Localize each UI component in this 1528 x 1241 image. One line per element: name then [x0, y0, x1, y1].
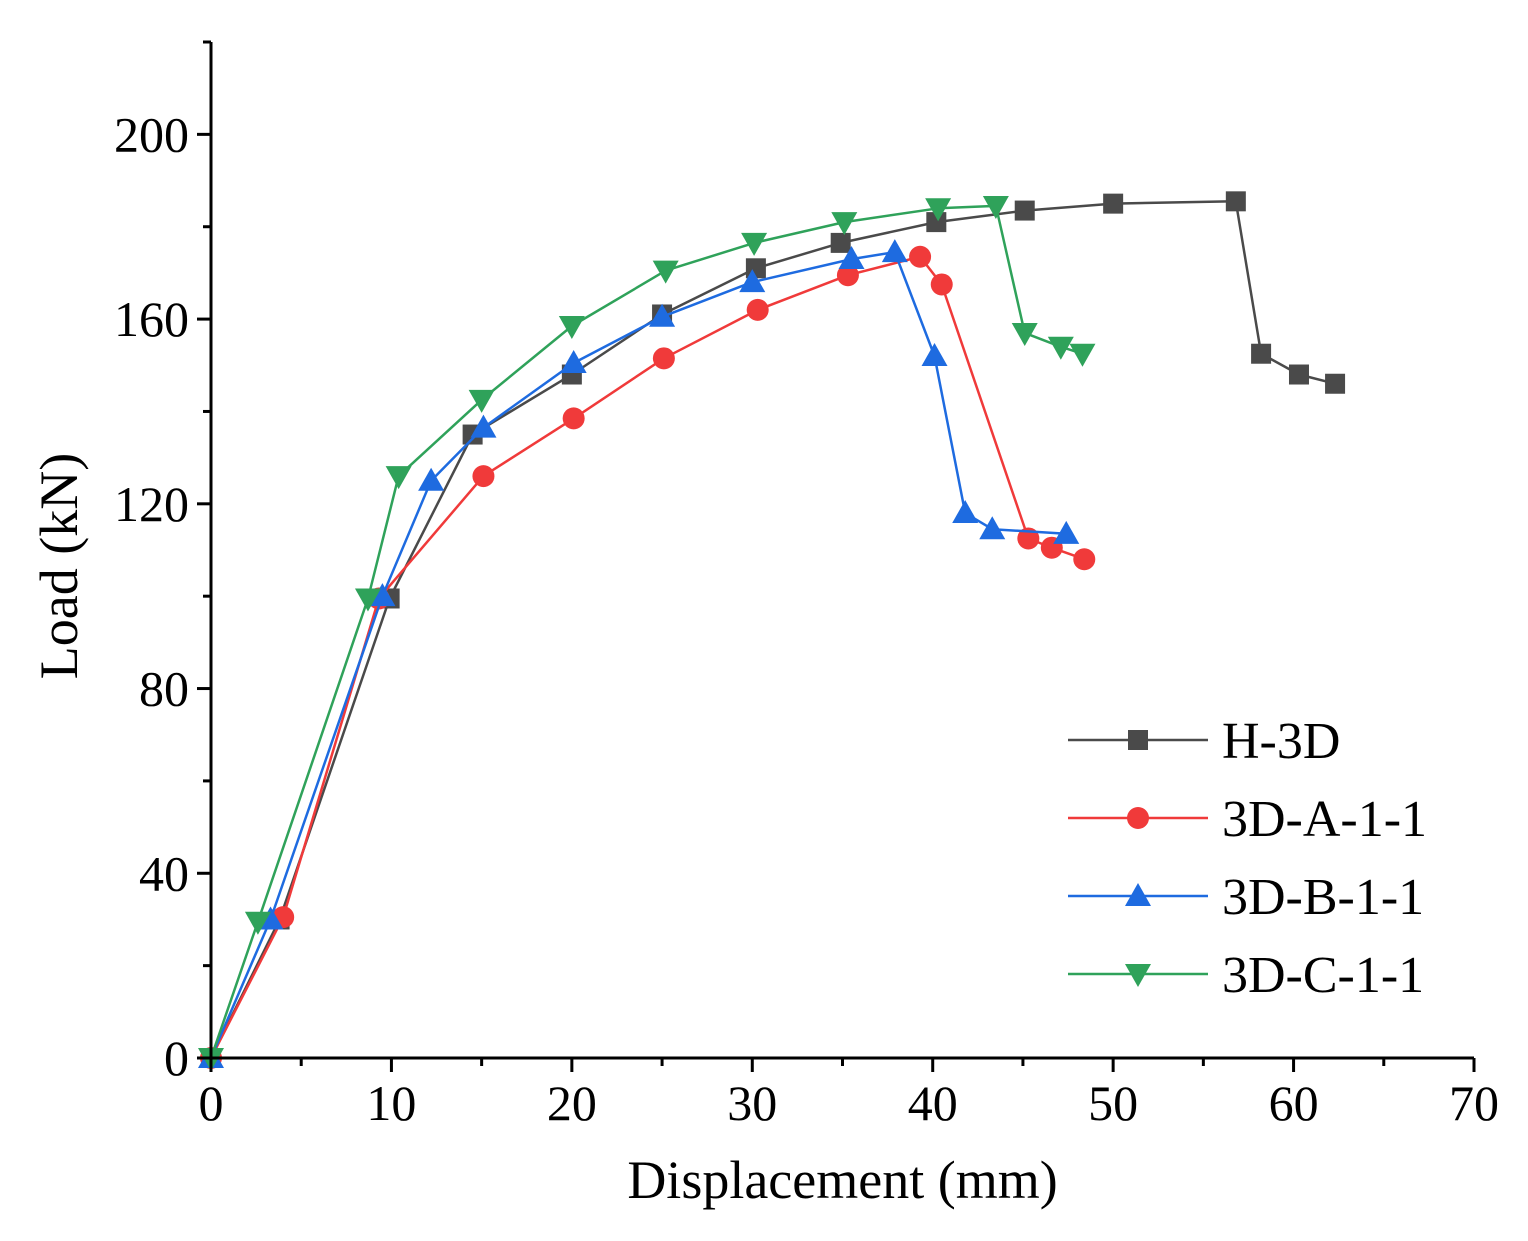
y-axis-title: Load (kN) — [29, 453, 89, 679]
legend-item: H-3D — [1068, 713, 1340, 770]
x-tick-label: 50 — [1088, 1075, 1138, 1131]
data-point — [560, 349, 587, 373]
x-tick-label: 0 — [199, 1075, 224, 1131]
data-point — [472, 465, 495, 488]
data-point — [746, 298, 769, 321]
data-point — [244, 911, 271, 935]
x-tick-label: 10 — [366, 1075, 416, 1131]
data-point — [1325, 373, 1346, 394]
y-tick-label: 200 — [114, 106, 189, 162]
series-H-3D — [201, 191, 1346, 1068]
legend-label: 3D-A-1-1 — [1222, 791, 1427, 848]
legend-item: 3D-C-1-1 — [1068, 947, 1424, 1004]
data-point — [909, 245, 932, 268]
series-line — [209, 204, 1083, 1059]
data-point — [831, 212, 858, 236]
series-3D-B-1-1 — [198, 239, 1080, 1068]
legend-item: 3D-A-1-1 — [1068, 791, 1427, 848]
data-point — [470, 414, 497, 438]
y-ticks: 0 40 80 120 160 200 — [114, 40, 211, 1086]
data-point — [1103, 193, 1124, 214]
data-point — [652, 260, 679, 284]
legend-label: H-3D — [1222, 713, 1340, 770]
data-point — [926, 212, 947, 233]
data-point — [1053, 520, 1080, 544]
data-point — [739, 269, 766, 293]
legend-label: 3D-B-1-1 — [1222, 869, 1424, 926]
data-point — [921, 343, 948, 367]
data-point — [418, 467, 445, 491]
series-line — [209, 255, 1085, 1059]
series-line — [209, 250, 1067, 1059]
data-point — [930, 273, 953, 296]
data-point — [1069, 343, 1096, 367]
data-point — [369, 583, 396, 607]
data-point — [468, 389, 495, 413]
data-point — [830, 232, 851, 253]
y-tick-label: 80 — [139, 661, 189, 717]
data-point — [925, 198, 952, 222]
data-point — [982, 195, 1009, 219]
x-ticks: 0 10 20 30 40 50 60 70 — [199, 1058, 1499, 1131]
data-point — [1014, 200, 1035, 221]
y-tick-label: 160 — [114, 291, 189, 347]
data-point — [354, 588, 381, 612]
legend: H-3D 3D-A-1-1 3D-B-1-1 3D-C-1-1 — [1068, 713, 1427, 1004]
data-point — [741, 232, 768, 256]
data-point — [385, 466, 412, 490]
data-point — [649, 303, 676, 327]
y-tick-label: 0 — [164, 1030, 189, 1086]
x-tick-label: 60 — [1269, 1075, 1319, 1131]
legend-label: 3D-C-1-1 — [1222, 947, 1424, 1004]
legend-item: 3D-B-1-1 — [1068, 869, 1424, 926]
series-layer — [198, 191, 1346, 1071]
data-point — [979, 516, 1006, 540]
data-point — [838, 246, 865, 270]
data-point — [1073, 548, 1096, 571]
series-3D-C-1-1 — [198, 195, 1096, 1071]
data-point — [562, 407, 585, 430]
legend-marker — [1125, 883, 1151, 906]
x-tick-label: 40 — [908, 1075, 958, 1131]
data-point — [836, 264, 859, 287]
y-tick-label: 40 — [139, 845, 189, 901]
x-axis-title: Displacement (mm) — [627, 1150, 1057, 1210]
legend-marker — [1128, 730, 1148, 750]
data-point — [652, 347, 675, 370]
data-point — [952, 500, 979, 524]
series-line — [209, 200, 1336, 1059]
data-point — [1251, 343, 1272, 364]
data-point — [1288, 364, 1309, 385]
series-3D-A-1-1 — [200, 245, 1096, 1069]
legend-marker — [1125, 964, 1151, 987]
data-point — [1225, 191, 1246, 212]
data-point — [1011, 322, 1038, 346]
data-point — [1047, 336, 1074, 360]
data-point — [881, 239, 908, 263]
x-tick-label: 20 — [547, 1075, 597, 1131]
y-tick-label: 120 — [114, 476, 189, 532]
legend-marker — [1127, 807, 1149, 829]
data-point — [558, 316, 585, 340]
x-tick-label: 70 — [1449, 1075, 1499, 1131]
x-tick-label: 30 — [727, 1075, 777, 1131]
